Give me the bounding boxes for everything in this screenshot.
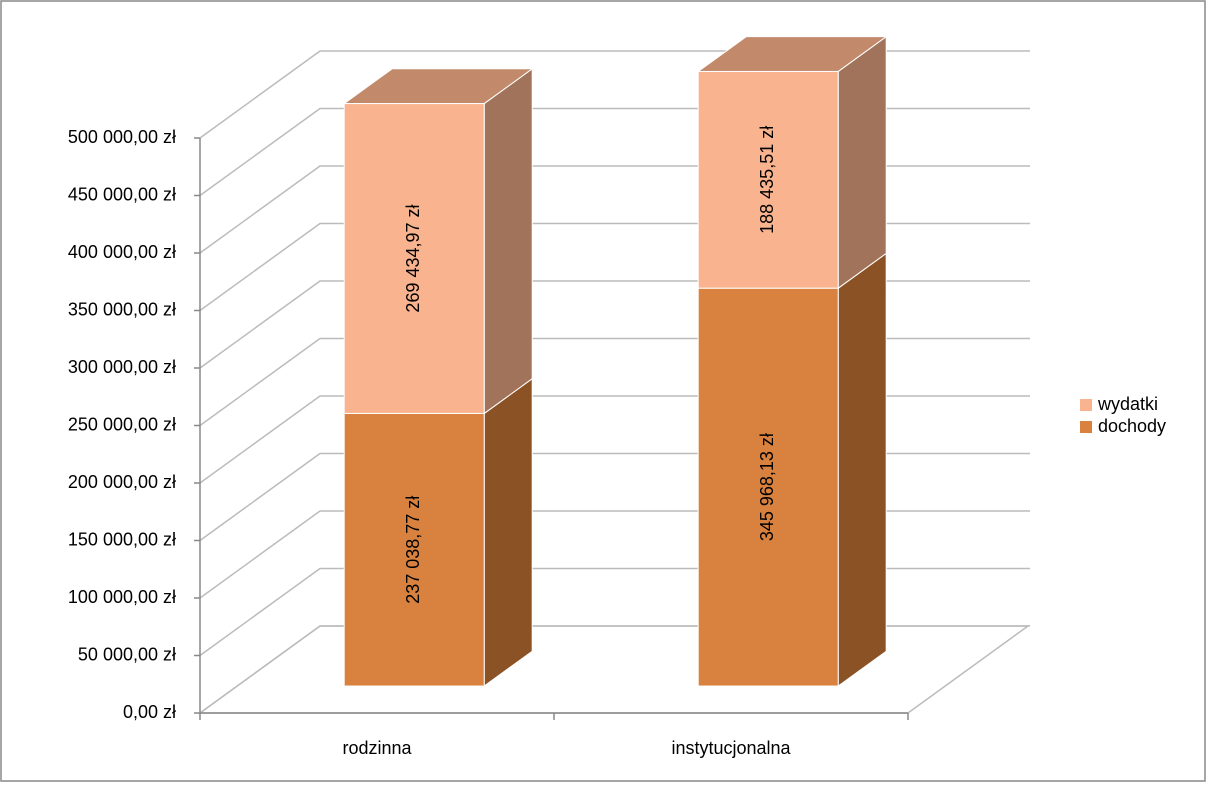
data-label: 188 435,51 zł xyxy=(757,126,777,234)
y-tick-label: 250 000,00 zł xyxy=(68,414,176,434)
bar xyxy=(697,70,839,289)
bar-side xyxy=(837,252,887,688)
x-tick-label: rodzinna xyxy=(342,738,412,758)
y-tick-label: 400 000,00 zł xyxy=(68,242,176,262)
bar-side xyxy=(837,35,887,290)
y-tick-label: 150 000,00 zł xyxy=(68,529,176,549)
bar-side xyxy=(483,377,533,688)
y-tick-label: 100 000,00 zł xyxy=(68,587,176,607)
legend-label: dochody xyxy=(1098,416,1166,436)
legend-swatch xyxy=(1080,421,1092,433)
y-tick-label: 450 000,00 zł xyxy=(68,184,176,204)
x-tick-label: instytucjonalna xyxy=(671,738,791,758)
bar xyxy=(697,287,839,687)
data-label: 269 434,97 zł xyxy=(403,204,423,312)
legend-swatch xyxy=(1080,399,1092,411)
y-tick-label: 300 000,00 zł xyxy=(68,357,176,377)
y-tick-label: 0,00 zł xyxy=(123,702,176,722)
bar xyxy=(343,103,485,414)
data-label: 345 968,13 zł xyxy=(757,433,777,541)
bar xyxy=(343,412,485,687)
y-tick-label: 200 000,00 zł xyxy=(68,472,176,492)
y-tick-label: 500 000,00 zł xyxy=(68,127,176,147)
y-tick-label: 50 000,00 zł xyxy=(78,644,176,664)
bar-side xyxy=(483,67,533,415)
data-label: 237 038,77 zł xyxy=(403,496,423,604)
legend-label: wydatki xyxy=(1097,394,1158,414)
y-tick-label: 350 000,00 zł xyxy=(68,299,176,319)
